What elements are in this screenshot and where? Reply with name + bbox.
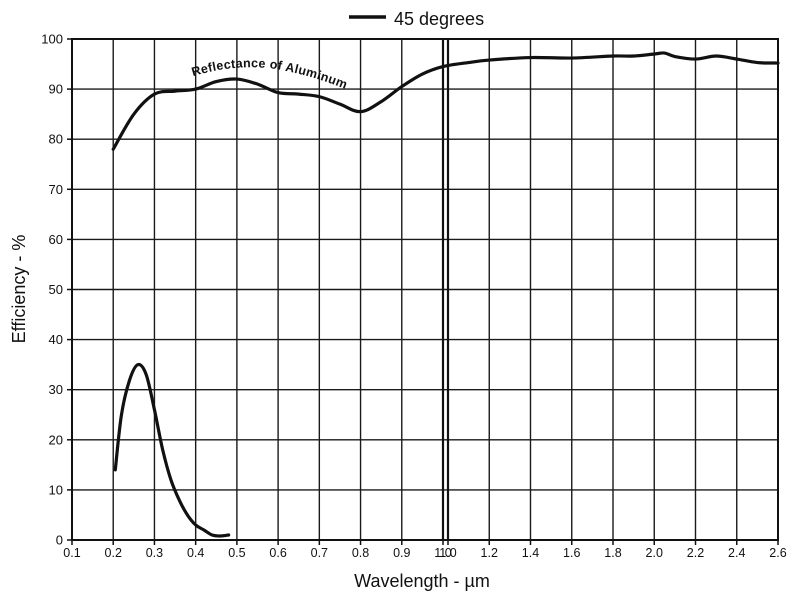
reflectance-series-line: [111, 51, 780, 151]
x-tick-label: 0.7: [311, 546, 328, 560]
plot-area: [71, 38, 780, 541]
y-axis-ticks: 0 10 20 30 40 50 60 70 80 90 100: [41, 32, 72, 548]
x-tick-label: 0.1: [63, 546, 80, 560]
y-tick-label: 100: [41, 32, 63, 47]
x-tick-label: 0.6: [269, 546, 286, 560]
x-tick-label: 2.2: [687, 546, 704, 560]
x-tick-label: 0.2: [105, 546, 122, 560]
x-tick-label: 1.0: [434, 546, 451, 560]
legend: 45 degrees: [349, 9, 484, 29]
x-tick-label: 2.0: [646, 546, 663, 560]
series-layer: [111, 51, 780, 538]
x-tick-label: 0.8: [352, 546, 369, 560]
y-tick-label: 0: [56, 533, 63, 548]
x-tick-label: 1.0: [439, 546, 456, 560]
y-tick-label: 90: [49, 82, 63, 97]
y-tick-label: 40: [49, 332, 63, 347]
x-tick-label: 1.6: [563, 546, 580, 560]
y-tick-label: 10: [49, 482, 63, 497]
x-tick-label: 0.9: [393, 546, 410, 560]
x-axis-ticks: 0.1 0.2 0.3 0.4 0.5 0.6 0.7 0.8 0.9 1.01.0 1.2 1.4 1…: [63, 540, 787, 560]
x-tick-label: 0.5: [228, 546, 245, 560]
x-tick-label: 1.2: [481, 546, 498, 560]
y-tick-label: 30: [49, 382, 63, 397]
y-tick-label: 80: [49, 132, 63, 147]
y-axis-label: Efficiency - %: [9, 235, 29, 344]
legend-label: 45 degrees: [394, 9, 484, 29]
x-tick-label: 0.4: [187, 546, 204, 560]
y-tick-label: 20: [49, 432, 63, 447]
grid-layer: [72, 39, 778, 540]
y-tick-label: 50: [49, 282, 63, 297]
efficiency-series-line: [113, 362, 231, 538]
x-tick-label: 2.4: [728, 546, 745, 560]
y-tick-label: 70: [49, 182, 63, 197]
x-tick-label: 2.6: [769, 546, 786, 560]
x-tick-label: 0.3: [146, 546, 163, 560]
x-tick-label: 1.8: [604, 546, 621, 560]
y-tick-label: 60: [49, 232, 63, 247]
x-axis-label: Wavelength - µm: [354, 571, 490, 591]
x-tick-label: 1.4: [522, 546, 539, 560]
